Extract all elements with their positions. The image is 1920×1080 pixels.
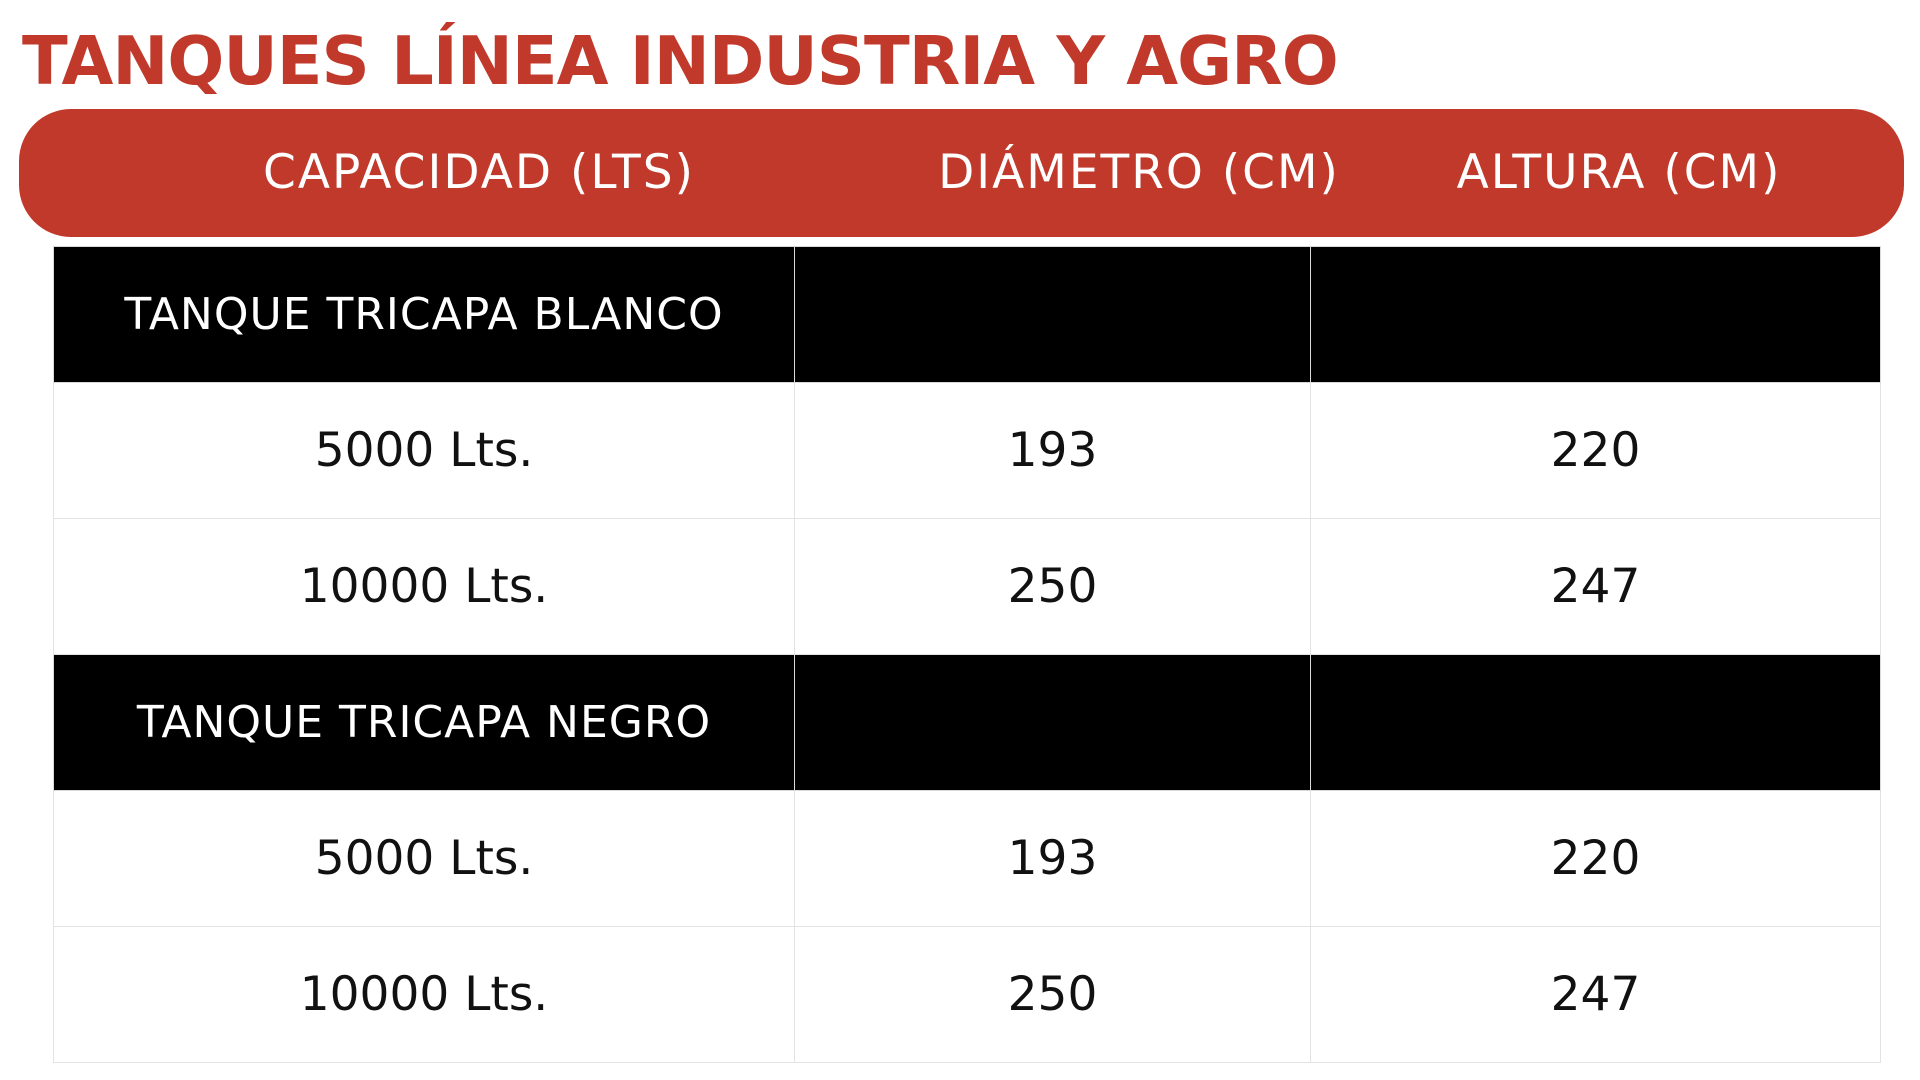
capacity-cell: 5000 Lts.: [53, 382, 795, 519]
capacity-cell: 10000 Lts.: [53, 518, 795, 655]
group-empty-cell: [794, 246, 1311, 383]
height-cell: 247: [1310, 518, 1881, 655]
diameter-cell: 193: [794, 382, 1311, 519]
table-header-bar: CAPACIDAD (LTS) DIÁMETRO (CM) ALTURA (CM…: [19, 109, 1904, 237]
tank-spec-table: TANQUE TRICAPA BLANCO 5000 Lts. 193 220 …: [53, 246, 1881, 1063]
table-row: 10000 Lts. 250 247: [53, 518, 1881, 655]
capacity-cell: 10000 Lts.: [53, 926, 795, 1063]
table-row: 10000 Lts. 250 247: [53, 926, 1881, 1063]
table-row: 5000 Lts. 193 220: [53, 790, 1881, 927]
page-title: TANQUES LÍNEA INDUSTRIA Y AGRO: [22, 22, 1339, 100]
group-label: TANQUE TRICAPA BLANCO: [53, 246, 795, 383]
group-empty-cell: [794, 654, 1311, 791]
group-row-blanco: TANQUE TRICAPA BLANCO: [53, 246, 1881, 383]
diameter-cell: 250: [794, 518, 1311, 655]
capacity-cell: 5000 Lts.: [53, 790, 795, 927]
header-altura: ALTURA (CM): [1456, 145, 1782, 200]
group-empty-cell: [1310, 654, 1881, 791]
height-cell: 220: [1310, 790, 1881, 927]
header-capacidad: CAPACIDAD (LTS): [263, 145, 695, 200]
group-label: TANQUE TRICAPA NEGRO: [53, 654, 795, 791]
diameter-cell: 193: [794, 790, 1311, 927]
group-empty-cell: [1310, 246, 1881, 383]
table-row: 5000 Lts. 193 220: [53, 382, 1881, 519]
height-cell: 220: [1310, 382, 1881, 519]
height-cell: 247: [1310, 926, 1881, 1063]
header-diametro: DIÁMETRO (CM): [938, 145, 1340, 200]
diameter-cell: 250: [794, 926, 1311, 1063]
group-row-negro: TANQUE TRICAPA NEGRO: [53, 654, 1881, 791]
